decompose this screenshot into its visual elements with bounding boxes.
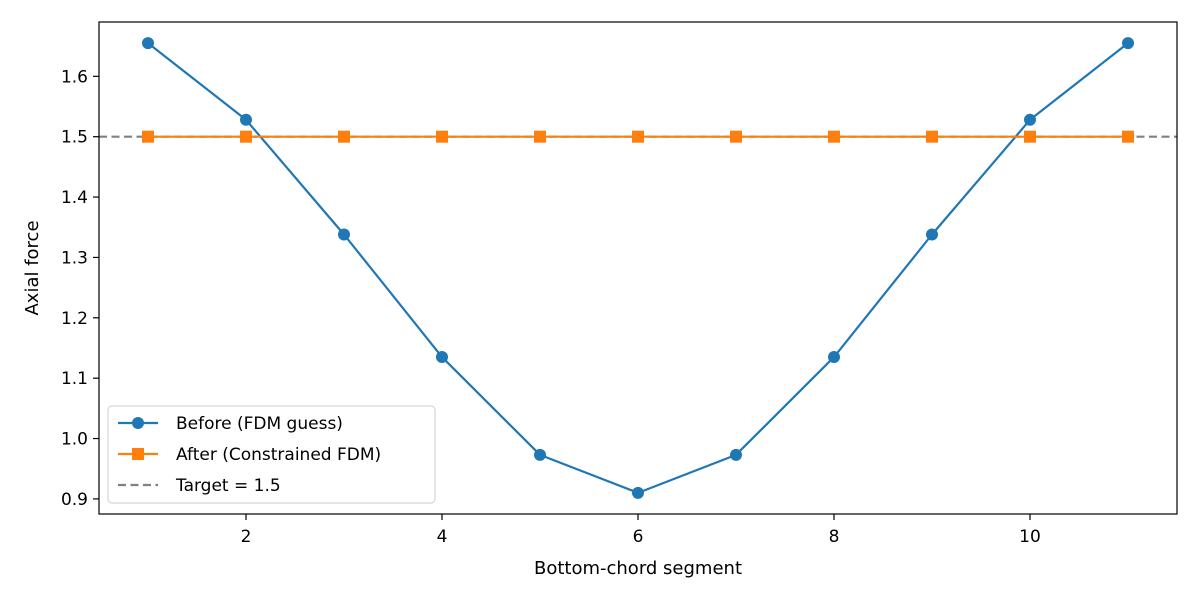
y-axis-label: Axial force: [22, 220, 43, 315]
legend-label: Target = 1.5: [175, 476, 281, 496]
series-1-point: [730, 448, 742, 461]
series-2-point: [534, 130, 546, 143]
series-1-point: [240, 113, 252, 126]
y-tick-label: 1.4: [61, 188, 88, 208]
x-tick-label: 8: [829, 527, 840, 547]
series-1-point: [632, 486, 644, 499]
y-tick-label: 1.1: [61, 369, 88, 389]
series-2-point: [926, 130, 938, 143]
y-tick-label: 1.3: [61, 248, 88, 268]
y-tick-label: 1.5: [61, 128, 88, 148]
series-1-point: [1024, 113, 1036, 126]
series-2-point: [632, 130, 644, 143]
series-2-point: [730, 130, 742, 143]
legend-swatch-marker: [132, 448, 144, 460]
series-2-point: [1122, 130, 1134, 143]
y-tick-label: 1.2: [61, 309, 88, 329]
legend-label: Before (FDM guess): [176, 414, 343, 434]
series-1-point: [1122, 37, 1134, 50]
legend: Before (FDM guess) After (Constrained FDM…: [107, 405, 436, 504]
series-2-point: [338, 130, 350, 143]
series-1-point: [534, 448, 546, 461]
series-2-point: [828, 130, 840, 143]
x-tick-label: 10: [1019, 527, 1041, 547]
x-axis-ticks: 2 4 6 8 10: [241, 514, 1041, 547]
y-tick-label: 0.9: [61, 490, 88, 510]
series-1-point: [142, 37, 154, 50]
x-tick-label: 4: [437, 527, 448, 547]
series-2-point: [1024, 130, 1036, 143]
series-2-point: [240, 130, 252, 143]
series-1-point: [926, 228, 938, 241]
series-2-point: [142, 130, 154, 143]
x-tick-label: 2: [241, 527, 252, 547]
y-tick-label: 1.6: [61, 67, 88, 87]
legend-swatch-marker: [132, 417, 144, 429]
series-1-point: [338, 228, 350, 241]
series-1-point: [436, 351, 448, 364]
plot-layer: [99, 37, 1177, 499]
series-1: [142, 37, 1134, 499]
x-tick-label: 6: [633, 527, 644, 547]
series-1-point: [828, 351, 840, 364]
x-axis-label: Bottom-chord segment: [534, 558, 742, 579]
legend-box: [107, 405, 436, 504]
legend-label: After (Constrained FDM): [176, 445, 381, 465]
y-axis-ticks: 0.9 1.0 1.1 1.2 1.3 1.4 1.5 1.6: [61, 67, 99, 510]
y-tick-label: 1.0: [61, 430, 88, 450]
series-2-point: [436, 130, 448, 143]
series-2: [142, 130, 1134, 143]
